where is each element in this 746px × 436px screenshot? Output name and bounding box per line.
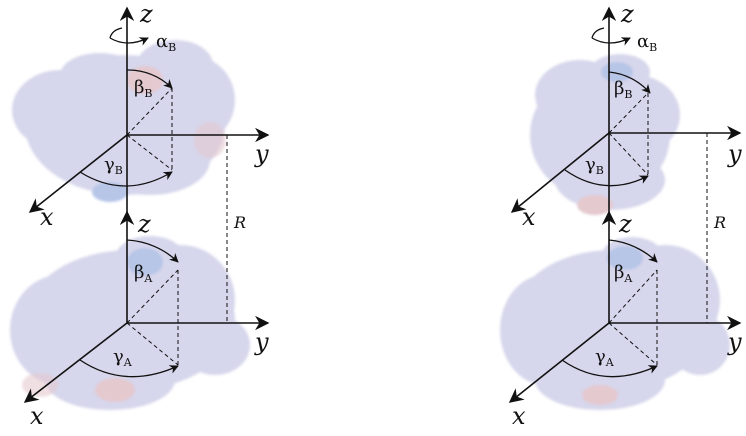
label-y-b-right: y bbox=[727, 140, 742, 168]
label-gamma-b-right: γB bbox=[585, 154, 604, 177]
gamma-a-arc-right bbox=[561, 359, 658, 378]
label-gamma-a-right: γA bbox=[595, 346, 615, 369]
dashed-projection-b-1 bbox=[126, 87, 173, 136]
label-z-b-right: z bbox=[620, 0, 634, 28]
beta-b-arc-right bbox=[608, 71, 651, 94]
label-alpha-b-right: αB bbox=[637, 31, 657, 54]
protein-b-surface-right bbox=[530, 54, 680, 215]
label-beta-a-right: βA bbox=[614, 262, 633, 285]
frame-b-axes bbox=[28, 6, 270, 215]
frame-a-axes-right bbox=[508, 133, 742, 403]
label-x-b-right: x bbox=[522, 203, 536, 231]
gamma-b-arc bbox=[79, 171, 173, 187]
alpha-b-rotation-right bbox=[591, 37, 631, 46]
left-panel: z y x αB βB γB z y x βA γA R bbox=[10, 0, 270, 430]
beta-a-arc-right bbox=[608, 239, 658, 263]
beta-a-arc bbox=[126, 239, 179, 263]
label-y-b: y bbox=[254, 140, 269, 168]
dashed-projection-b-3 bbox=[126, 134, 173, 171]
dashed-projection-b-right-1 bbox=[608, 92, 649, 134]
gamma-a-arc bbox=[79, 359, 179, 378]
label-gamma-a: γA bbox=[113, 346, 133, 369]
alpha-b-rotation bbox=[109, 37, 149, 46]
protein-b-surface bbox=[12, 40, 235, 202]
label-r-right: R bbox=[713, 213, 726, 232]
dashed-projection-a-right-1 bbox=[608, 269, 658, 324]
frame-a-axes bbox=[23, 135, 270, 403]
dashed-projection-a-right-3 bbox=[608, 322, 658, 366]
label-alpha-b: αB bbox=[156, 31, 176, 54]
alpha-b-rotation-back bbox=[109, 27, 123, 39]
x-axis-a bbox=[23, 322, 128, 403]
dashed-projection-b-right-3 bbox=[608, 132, 649, 176]
right-panel: z y x αB βB γB z y x βA γA R bbox=[500, 0, 742, 430]
label-z-a: z bbox=[137, 210, 151, 238]
label-beta-a: βA bbox=[134, 262, 153, 285]
label-x-a: x bbox=[30, 402, 44, 430]
label-x-b: x bbox=[40, 203, 54, 231]
protein-a-surface bbox=[10, 236, 250, 410]
label-r: R bbox=[233, 213, 246, 232]
alpha-b-rotation-right-back bbox=[591, 27, 605, 39]
x-axis-b bbox=[28, 134, 128, 213]
gamma-b-arc-right bbox=[564, 169, 649, 187]
beta-b-arc bbox=[126, 69, 173, 89]
label-z-a-right: z bbox=[618, 210, 632, 238]
label-y-a: y bbox=[254, 328, 269, 356]
x-axis-a-right bbox=[508, 322, 610, 403]
dashed-projection-a-1 bbox=[126, 269, 179, 324]
frame-b-axes-right bbox=[510, 6, 742, 215]
label-x-a-right: x bbox=[512, 402, 526, 430]
label-y-a-right: y bbox=[727, 328, 742, 356]
label-gamma-b: γB bbox=[104, 154, 123, 177]
label-beta-b: βB bbox=[134, 77, 153, 100]
protein-a-surface-right bbox=[500, 237, 730, 410]
label-beta-b-right: βB bbox=[614, 78, 633, 101]
label-z-b: z bbox=[139, 0, 153, 28]
x-axis-b-right bbox=[510, 132, 610, 213]
